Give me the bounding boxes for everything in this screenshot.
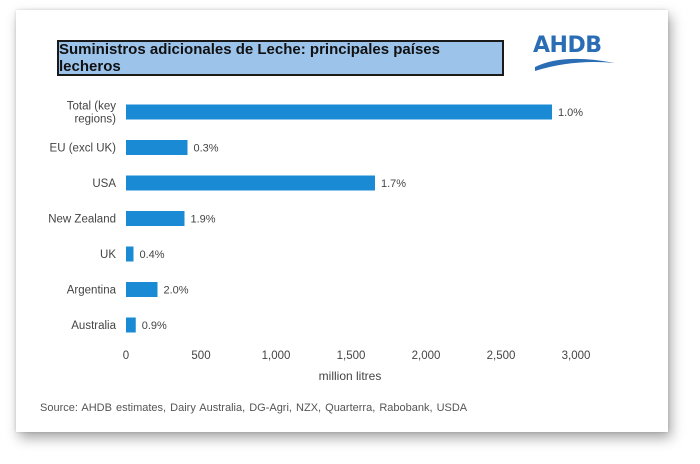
x-tick-label: 500 xyxy=(191,350,210,362)
x-tick-label: 0 xyxy=(123,350,129,362)
x-axis-label: million litres xyxy=(319,369,382,383)
x-tick-label: 2,500 xyxy=(487,350,516,362)
source-note: Source: AHDB estimates, Dairy Australia,… xyxy=(40,402,468,414)
data-label: 2.0% xyxy=(164,285,189,297)
data-label: 1.0% xyxy=(558,107,583,119)
logo-text: AHDB xyxy=(533,33,602,58)
category-label: New Zealand xyxy=(48,214,116,226)
data-label: 0.4% xyxy=(140,249,165,261)
bar xyxy=(126,211,185,226)
x-tick-label: 1,000 xyxy=(262,350,291,362)
bar xyxy=(126,140,188,155)
category-label: USA xyxy=(92,178,116,190)
chart-title: Suministros adicionales de Leche: princi… xyxy=(57,40,504,76)
x-tick-label: 3,000 xyxy=(562,350,591,362)
bar xyxy=(126,282,158,297)
bar xyxy=(126,246,134,262)
chart-card xyxy=(16,10,668,432)
category-label: UK xyxy=(100,249,116,261)
data-label: 0.3% xyxy=(194,143,219,155)
category-label: Argentina xyxy=(67,285,117,297)
data-label: 1.9% xyxy=(191,214,216,226)
x-tick-label: 2,000 xyxy=(412,350,441,362)
data-label: 0.9% xyxy=(142,320,167,332)
bar xyxy=(126,104,552,120)
logo-swoosh-icon xyxy=(535,58,615,71)
x-tick-label: 1,500 xyxy=(337,350,366,362)
category-label: Australia xyxy=(71,320,116,332)
ahdb-logo: AHDB xyxy=(533,33,617,73)
bar xyxy=(126,317,136,333)
category-label: EU (excl UK) xyxy=(50,143,117,155)
bar xyxy=(126,175,375,191)
category-label: Total (key regions) xyxy=(67,101,116,126)
data-label: 1.7% xyxy=(381,178,406,190)
